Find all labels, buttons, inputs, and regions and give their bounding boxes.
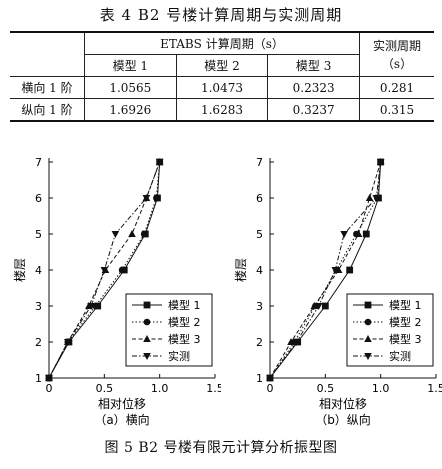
data-point xyxy=(140,230,148,238)
data-point xyxy=(340,231,348,238)
x-tick-label: 0 xyxy=(267,382,274,395)
y-tick-label: 3 xyxy=(35,300,42,313)
table-title: 表 4 B2 号楼计算周期与实测周期 xyxy=(99,6,343,24)
legend-label: 模型 2 xyxy=(168,315,201,329)
chart-subcaption: （a）横向 xyxy=(94,412,149,427)
table-cell: 1.6926 xyxy=(84,98,177,122)
legend-label: 模型 1 xyxy=(168,298,201,312)
row-label: 横向 1 阶 xyxy=(10,76,85,99)
y-tick-label: 4 xyxy=(35,264,42,277)
row-label: 纵向 1 阶 xyxy=(10,98,85,122)
y-tick-label: 6 xyxy=(256,192,263,205)
figure-caption: 图 5 B2 号楼有限元计算分析振型图 xyxy=(104,440,338,456)
x-tick-label: 1.0 xyxy=(151,382,169,395)
legend-marker xyxy=(143,353,151,360)
legend-marker xyxy=(364,301,372,309)
y-tick-label: 1 xyxy=(256,372,263,385)
y-axis-label: 楼层 xyxy=(12,258,27,282)
measured-header: 实测周期 （s） xyxy=(359,31,434,77)
y-axis-label: 楼层 xyxy=(233,258,248,282)
data-point xyxy=(100,267,109,274)
model-header: 模型 2 xyxy=(175,54,269,77)
legend-label: 模型 3 xyxy=(389,332,422,346)
legend-marker xyxy=(364,353,372,360)
legend-box xyxy=(346,293,434,367)
measured-header-line2: （s） xyxy=(381,56,413,71)
data-point xyxy=(118,266,126,274)
data-point xyxy=(346,266,354,274)
x-tick-label: 1.0 xyxy=(372,382,390,395)
legend-label: 实测 xyxy=(168,349,190,363)
data-point xyxy=(321,302,329,310)
data-point xyxy=(376,159,385,166)
chart-subcaption: （b）纵向 xyxy=(315,412,371,427)
x-tick-label: 1.5 xyxy=(427,382,442,395)
x-tick-label: 0.5 xyxy=(96,382,114,395)
table-cell: 1.6283 xyxy=(175,98,269,122)
data-point xyxy=(287,338,295,345)
legend-marker xyxy=(143,318,151,326)
table-cell: 0.3237 xyxy=(267,98,360,122)
data-point xyxy=(310,302,319,309)
y-tick-label: 2 xyxy=(35,336,42,349)
y-tick-label: 5 xyxy=(256,228,263,241)
data-point xyxy=(111,231,120,238)
data-point xyxy=(365,194,374,201)
data-point xyxy=(292,339,301,346)
legend-label: 模型 1 xyxy=(389,298,422,312)
data-point xyxy=(128,230,136,237)
corner-cell xyxy=(10,31,85,77)
y-tick-label: 7 xyxy=(256,156,263,169)
data-point xyxy=(142,195,151,202)
data-point xyxy=(155,159,164,166)
data-point xyxy=(362,230,370,238)
data-point xyxy=(314,303,323,310)
data-point xyxy=(45,375,53,382)
x-tick-label: 0.5 xyxy=(317,382,335,395)
table-cell: 0.281 xyxy=(359,76,434,99)
x-axis-label: 相对位移 xyxy=(98,396,146,411)
table-cell: 0.2323 xyxy=(267,76,360,99)
x-axis-label: 相对位移 xyxy=(319,396,367,411)
data-point xyxy=(153,194,160,202)
y-tick-label: 6 xyxy=(35,192,42,205)
y-tick-label: 1 xyxy=(35,372,42,385)
data-point xyxy=(87,303,95,310)
y-tick-label: 3 xyxy=(256,300,263,313)
data-point xyxy=(372,195,381,202)
y-tick-label: 4 xyxy=(256,264,263,277)
x-tick-label: 1.5 xyxy=(206,382,221,395)
legend-label: 实测 xyxy=(389,349,411,363)
legend-box xyxy=(125,293,213,367)
table-cell: 0.315 xyxy=(359,98,434,122)
data-point xyxy=(64,339,72,346)
table-row: 纵向 1 阶 1.6926 1.6283 0.3237 0.315 xyxy=(10,98,434,122)
table-cell: 1.0565 xyxy=(84,76,177,99)
legend-marker xyxy=(143,335,151,342)
legend-label: 模型 3 xyxy=(168,332,201,346)
table-cell: 1.0473 xyxy=(175,76,269,99)
etabs-header: ETABS 计算周期（s） xyxy=(84,31,360,55)
data-point xyxy=(354,230,363,237)
period-table: ETABS 计算周期（s） 实测周期 （s） 模型 1 模型 2 模型 3 横向… xyxy=(10,31,434,122)
y-tick-label: 2 xyxy=(256,336,263,349)
table-row: 横向 1 阶 1.0565 1.0473 0.2323 0.281 xyxy=(10,76,434,99)
data-point xyxy=(266,375,274,382)
data-point xyxy=(331,267,340,274)
legend-marker xyxy=(143,301,151,309)
y-tick-label: 7 xyxy=(35,156,42,169)
legend-label: 模型 2 xyxy=(389,315,422,329)
table-header-row: ETABS 计算周期（s） 实测周期 （s） xyxy=(10,31,434,77)
model-header: 模型 3 xyxy=(267,54,360,77)
legend-marker xyxy=(364,335,372,342)
legend-marker xyxy=(364,318,372,326)
model-header: 模型 1 xyxy=(84,54,177,77)
x-tick-label: 0 xyxy=(46,382,53,395)
y-tick-label: 5 xyxy=(35,228,42,241)
measured-header-line1: 实测周期 xyxy=(372,38,421,53)
